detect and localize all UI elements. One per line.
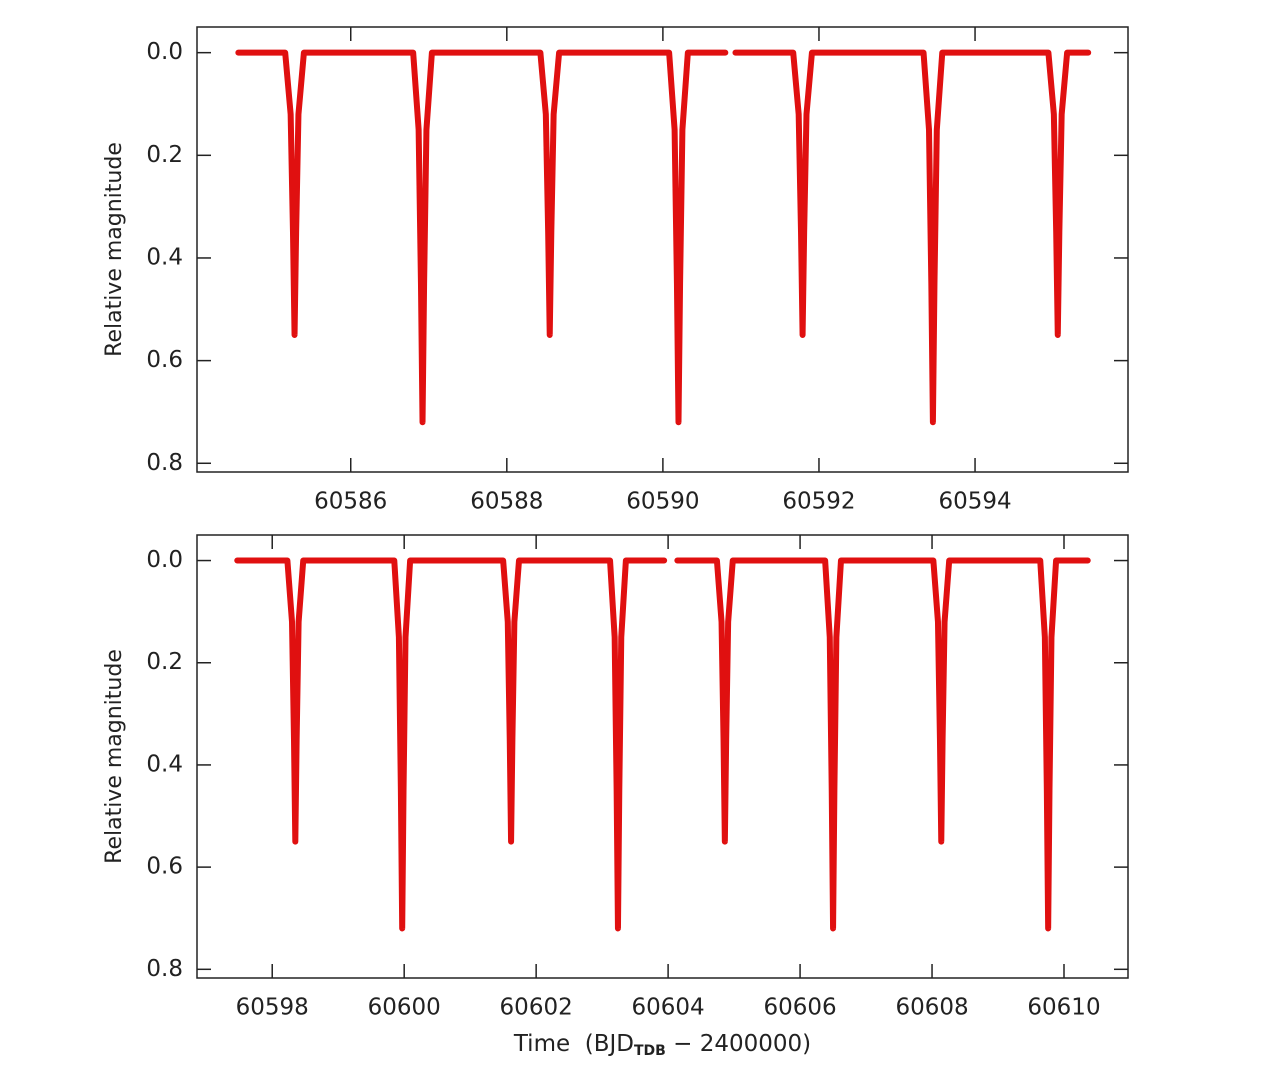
x-tick-label: 60602 bbox=[500, 995, 573, 1021]
x-label-main: Time (BJD bbox=[513, 1031, 634, 1057]
y-tick-label: 0.4 bbox=[146, 244, 183, 270]
x-tick-label: 60608 bbox=[895, 995, 968, 1021]
y-tick-label: 0.0 bbox=[146, 547, 183, 573]
plot-frame bbox=[196, 26, 1129, 473]
x-tick-label: 60600 bbox=[368, 995, 441, 1021]
y-axis-label: Relative magnitude bbox=[102, 142, 127, 357]
y-tick-label: 0.2 bbox=[146, 649, 183, 675]
x-tick-label: 60598 bbox=[236, 995, 309, 1021]
y-tick-label: 0.2 bbox=[146, 142, 183, 168]
x-tick-label: 60588 bbox=[470, 489, 543, 515]
x-tick-label: 60592 bbox=[782, 489, 855, 515]
x-tick-label: 60606 bbox=[763, 995, 836, 1021]
y-tick-label: 0.6 bbox=[146, 347, 183, 373]
x-tick-label: 60604 bbox=[632, 995, 705, 1021]
x-tick-label: 60590 bbox=[626, 489, 699, 515]
light-curve bbox=[235, 49, 1092, 426]
y-axis-label: Relative magnitude bbox=[102, 649, 127, 864]
x-tick-label: 60610 bbox=[1027, 995, 1100, 1021]
light-curve bbox=[234, 557, 1091, 932]
plot-frame bbox=[196, 534, 1129, 979]
x-axis-label: Time (BJDTDB − 2400000) bbox=[513, 1031, 811, 1060]
x-tick-label: 60586 bbox=[314, 489, 387, 515]
y-tick-label: 0.8 bbox=[146, 956, 183, 982]
y-tick-label: 0.4 bbox=[146, 751, 183, 777]
x-label-end: − 2400000) bbox=[666, 1031, 811, 1057]
x-label-sub: TDB bbox=[634, 1043, 666, 1059]
x-tick-label: 60594 bbox=[938, 489, 1011, 515]
y-tick-label: 0.6 bbox=[146, 854, 183, 880]
y-tick-label: 0.0 bbox=[146, 39, 183, 65]
y-tick-label: 0.8 bbox=[146, 450, 183, 476]
